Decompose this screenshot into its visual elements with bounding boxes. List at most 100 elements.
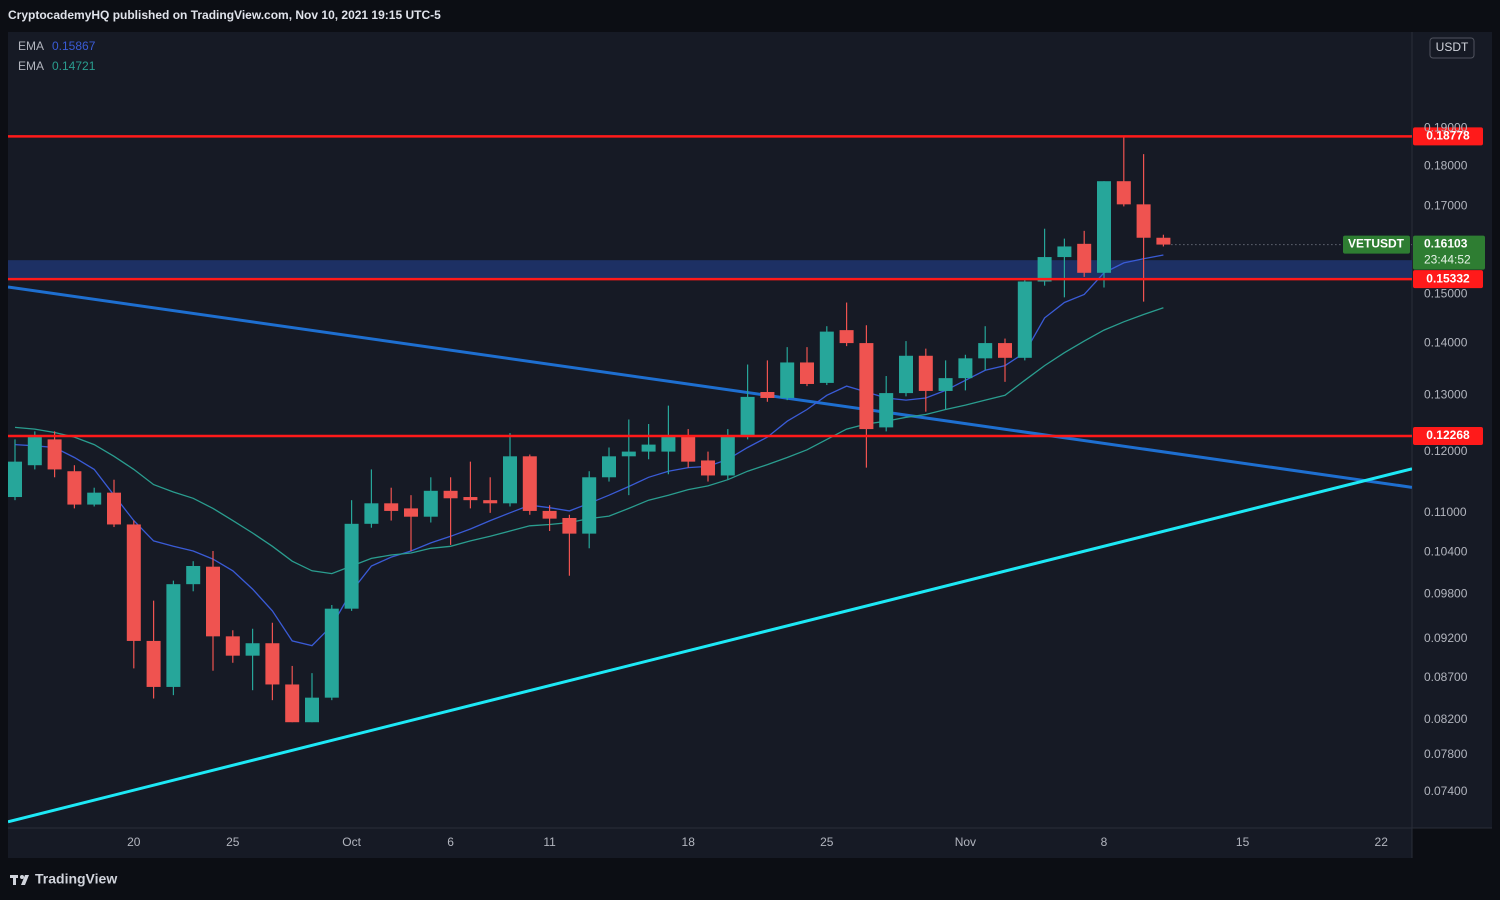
candle-body	[1077, 243, 1092, 273]
candle-body	[384, 503, 399, 511]
candle-body	[958, 358, 973, 379]
y-tick-label: 0.18000	[1424, 158, 1468, 172]
candle-body	[1116, 181, 1131, 205]
legend-name: EMA	[18, 59, 44, 73]
candle-body	[245, 643, 260, 656]
candle-body	[87, 492, 102, 505]
x-tick-label: 6	[447, 835, 454, 849]
header-text: CryptocademyHQ published on TradingView.…	[8, 8, 441, 22]
y-tick-label: 0.15000	[1424, 287, 1468, 301]
y-tick-label: 0.07400	[1424, 784, 1468, 798]
x-tick-label: Nov	[955, 835, 976, 849]
candle-body	[1097, 181, 1111, 273]
candle-body	[879, 393, 894, 428]
candle-body	[780, 362, 795, 398]
candle-body	[522, 456, 537, 511]
support-zone	[8, 260, 1412, 280]
level-label: 0.18778	[1426, 129, 1470, 143]
x-tick-label: 15	[1236, 835, 1250, 849]
candle-body	[126, 524, 141, 641]
candle-body	[562, 517, 577, 534]
candle-body	[641, 444, 656, 452]
candle-body	[602, 456, 616, 478]
overlay: 0.18778 0.15332 0.12268 0.16103 23:44:52 VETU…	[18, 37, 1485, 446]
candle-body	[47, 439, 62, 470]
candle-body	[324, 608, 339, 698]
legend-value: 0.15867	[52, 39, 96, 53]
x-tick-label: 25	[820, 835, 834, 849]
price-label: 0.16103	[1424, 237, 1468, 251]
symbol-label: VETUSDT	[1348, 237, 1405, 251]
legend-value: 0.14721	[52, 59, 96, 73]
candle-body	[1136, 204, 1151, 238]
candle-body	[740, 396, 755, 437]
y-tick-label: 0.07800	[1424, 747, 1468, 761]
candle-body	[27, 437, 42, 466]
y-tick-label: 0.10400	[1424, 545, 1468, 559]
candle-body	[483, 500, 498, 504]
trend-line	[8, 467, 1412, 824]
candle-body	[1057, 246, 1072, 258]
candle-body	[938, 378, 953, 391]
currency-label: USDT	[1436, 40, 1469, 54]
level-label-box	[1413, 427, 1483, 446]
y-tick-label: 0.08200	[1424, 712, 1468, 726]
candle-body	[166, 584, 181, 687]
x-tick-label: 8	[1101, 835, 1108, 849]
price-label-box	[1413, 235, 1485, 270]
symbol-label-box	[1343, 235, 1410, 254]
candle-body	[661, 436, 676, 452]
y-tick-label: 0.14000	[1424, 335, 1468, 349]
x-tick-label: 11	[543, 835, 556, 849]
x-tick-label: 18	[682, 835, 696, 849]
y-tick-label: 0.11000	[1424, 505, 1467, 519]
candle-body	[760, 392, 775, 398]
candle-body	[503, 456, 517, 504]
footer-logo	[10, 875, 29, 885]
candle-body	[839, 330, 854, 344]
candle-body	[206, 566, 220, 637]
x-tick-label: 22	[1375, 835, 1389, 849]
x-tick-label: 25	[226, 835, 240, 849]
level-label-box	[1413, 270, 1483, 289]
level-label: 0.12268	[1426, 428, 1470, 442]
level-label-box	[1413, 127, 1483, 146]
candle-body	[225, 636, 240, 656]
candle-body	[701, 460, 715, 476]
countdown-label: 23:44:52	[1424, 253, 1471, 267]
candle-body	[186, 565, 201, 585]
y-tick-label: 0.13000	[1424, 387, 1468, 401]
candle-body	[819, 331, 834, 383]
candle-body	[344, 523, 359, 609]
candle-body	[918, 355, 933, 391]
level-label: 0.15332	[1426, 271, 1470, 285]
currency-box	[1429, 37, 1475, 59]
candle-body	[146, 640, 161, 687]
footer-brand: TradingView	[35, 871, 117, 887]
candle-body	[423, 490, 438, 517]
candle-body	[1017, 281, 1032, 358]
candle-body	[443, 490, 458, 499]
x-tick-label: Oct	[342, 835, 361, 849]
y-tick-label: 0.09800	[1424, 586, 1468, 600]
candle-body	[899, 355, 913, 394]
candle-body	[67, 471, 82, 505]
y-tick-label: 0.09200	[1424, 631, 1468, 645]
legend-name: EMA	[18, 39, 44, 53]
candle-body	[285, 684, 300, 723]
trend-line	[8, 285, 1412, 489]
candle-body	[1037, 257, 1052, 282]
plot-area	[8, 32, 1412, 828]
candle-body	[542, 510, 557, 519]
candle-body	[8, 461, 22, 498]
y-tick-label: 0.19000	[1424, 120, 1468, 134]
candle-body	[463, 497, 478, 501]
candle-body	[681, 436, 696, 462]
candle-body	[978, 343, 993, 359]
logo-shape	[13, 875, 16, 885]
candle-body	[998, 343, 1012, 358]
candle-body	[265, 643, 280, 685]
x-tick-label: 20	[127, 835, 141, 849]
